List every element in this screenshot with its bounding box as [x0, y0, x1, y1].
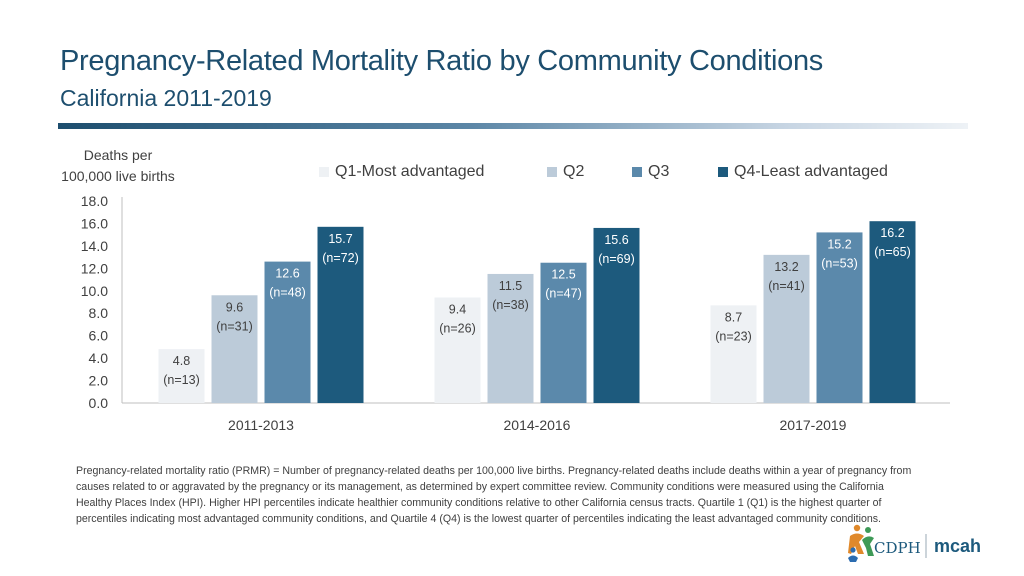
bar-q3: [816, 232, 863, 403]
y-tick-label: 0.0: [89, 395, 109, 411]
legend-label-q1: Q1-Most advantaged: [335, 163, 485, 180]
count-label: (n=23): [715, 329, 751, 343]
count-label: (n=48): [269, 286, 305, 300]
bar-q3: [264, 261, 311, 403]
data-label: 12.5: [551, 268, 575, 282]
y-tick-label: 8.0: [89, 305, 109, 321]
bar-q2: [487, 273, 534, 403]
bar-q4: [869, 221, 916, 403]
y-tick-label: 18.0: [81, 193, 108, 209]
x-tick-label: 2011-2013: [228, 417, 294, 433]
mcah-logo-text: mcah: [934, 536, 981, 556]
legend-item-q4: Q4-Least advantaged: [718, 163, 888, 181]
data-label: 4.8: [173, 354, 190, 368]
bar-q1: [434, 297, 481, 403]
legend-item-q2: Q2: [547, 163, 584, 181]
count-label: (n=72): [322, 251, 358, 265]
y-tick-label: 16.0: [81, 215, 108, 231]
page-subtitle: California 2011-2019: [60, 85, 272, 111]
count-label: (n=47): [545, 287, 581, 301]
data-label: 9.6: [226, 300, 243, 314]
count-label: (n=26): [439, 322, 475, 336]
bar-q2: [211, 295, 258, 403]
count-label: (n=41): [768, 279, 804, 293]
y-axis-label-line1: Deaths per: [83, 147, 153, 163]
count-label: (n=53): [821, 256, 857, 270]
cdph-logo-text: CDPH: [874, 539, 921, 557]
cdph-mcah-logo: CDPH mcah: [848, 524, 981, 562]
bar-q3: [540, 262, 587, 403]
bar-q1: [158, 349, 205, 403]
legend-label-q2: Q2: [563, 163, 585, 180]
data-label: 9.4: [449, 303, 466, 317]
bar-q1: [710, 305, 757, 403]
legend-label-q4: Q4-Least advantaged: [734, 163, 888, 180]
y-tick-label: 4.0: [89, 350, 109, 366]
count-label: (n=38): [492, 298, 528, 312]
bar-q4: [593, 227, 640, 403]
y-axis-label-line2: 100,000 live births: [61, 168, 175, 184]
bar-q4: [317, 226, 364, 403]
count-label: (n=31): [216, 319, 252, 333]
count-label: (n=13): [163, 373, 199, 387]
x-tick-label: 2017-2019: [780, 417, 847, 433]
legend-item-q1: Q1-Most advantaged: [319, 163, 484, 181]
legend-swatch-q2: [547, 167, 557, 177]
data-label: 13.2: [774, 260, 798, 274]
data-label: 12.6: [275, 267, 299, 281]
y-tick-label: 10.0: [81, 283, 108, 299]
data-label: 15.2: [827, 237, 851, 251]
y-tick-label: 2.0: [89, 373, 109, 389]
legend-label-q3: Q3: [648, 163, 670, 180]
y-tick-label: 14.0: [81, 238, 108, 254]
data-label: 16.2: [880, 226, 904, 240]
y-tick-label: 12.0: [81, 260, 108, 276]
legend-swatch-q3: [632, 167, 642, 177]
count-label: (n=69): [598, 252, 634, 266]
data-label: 15.7: [328, 232, 352, 246]
y-axis-label: Deaths per 100,000 live births: [52, 145, 184, 187]
y-tick-label: 6.0: [89, 328, 109, 344]
title-divider: [58, 123, 968, 129]
x-tick-label: 2014-2016: [504, 417, 571, 433]
data-label: 11.5: [499, 279, 522, 293]
count-label: (n=65): [874, 245, 910, 259]
data-label: 8.7: [725, 310, 742, 324]
legend-swatch-q1: [319, 167, 329, 177]
bar-chart: 0.0 2.0 4.0 6.0 8.0 10.0 12.0 14.0 16.0 18.0 2011-…: [81, 193, 950, 433]
legend-swatch-q4: [718, 167, 728, 177]
legend-item-q3: Q3: [632, 163, 669, 181]
footnote: Pregnancy-related mortality ratio (PRMR)…: [76, 465, 912, 525]
page-title: Pregnancy-Related Mortality Ratio by Com…: [60, 45, 824, 77]
data-label: 15.6: [604, 233, 628, 247]
cdph-figures-icon: [848, 524, 874, 562]
bar-q2: [763, 254, 810, 403]
